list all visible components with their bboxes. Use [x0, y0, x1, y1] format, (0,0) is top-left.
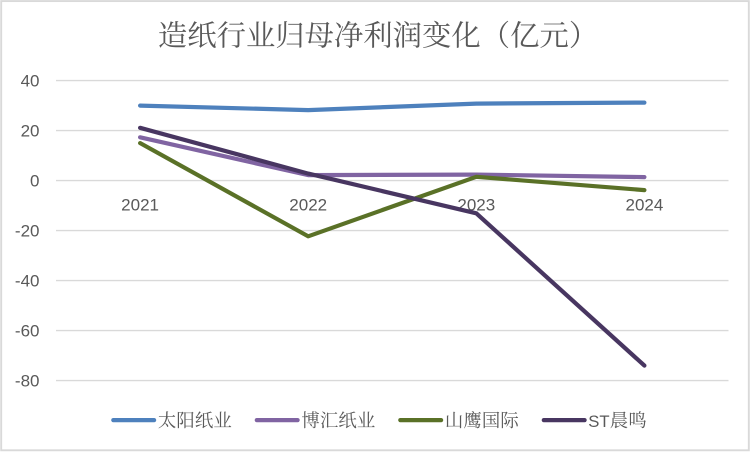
svg-text:-40: -40 [15, 272, 40, 291]
svg-text:40: 40 [21, 72, 40, 91]
svg-text:20: 20 [21, 122, 40, 141]
svg-text:-20: -20 [15, 222, 40, 241]
svg-text:2022: 2022 [289, 195, 327, 214]
svg-text:-60: -60 [15, 322, 40, 341]
svg-text:-80: -80 [15, 372, 40, 391]
svg-text:0: 0 [30, 172, 39, 191]
svg-text:2024: 2024 [625, 195, 663, 214]
svg-text:2021: 2021 [121, 195, 159, 214]
svg-text:ST: ST [588, 412, 609, 431]
